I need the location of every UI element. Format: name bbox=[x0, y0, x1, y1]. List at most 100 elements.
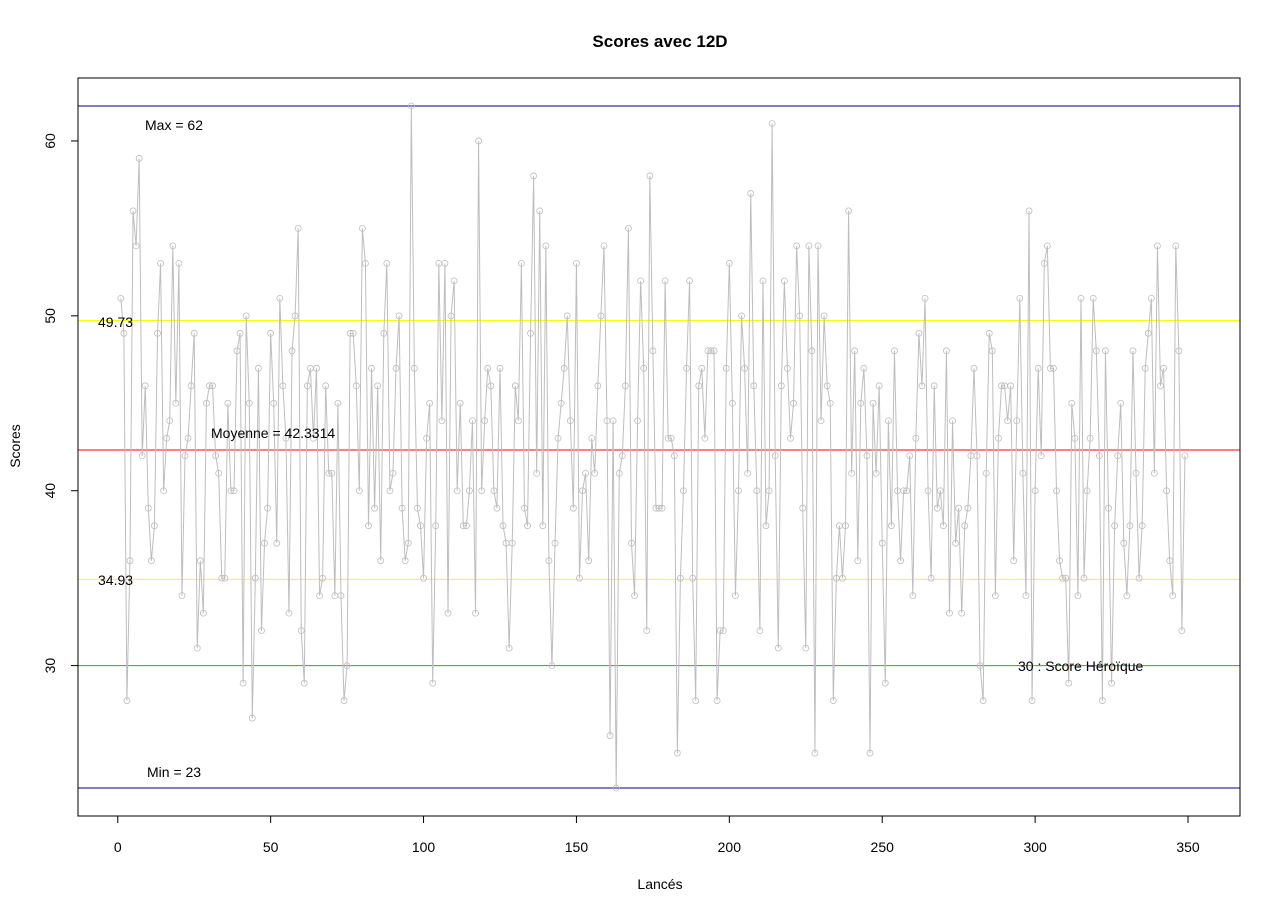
data-point-98 bbox=[414, 504, 421, 512]
data-point-348 bbox=[1178, 627, 1186, 635]
data-point-33 bbox=[215, 469, 223, 477]
data-point-253 bbox=[888, 522, 895, 530]
data-point-294 bbox=[1013, 417, 1021, 425]
data-point-19 bbox=[172, 399, 180, 407]
data-point-20 bbox=[175, 259, 183, 267]
data-point-156 bbox=[591, 469, 599, 477]
data-point-158 bbox=[597, 312, 605, 320]
x-axis-label: Lancés bbox=[637, 876, 682, 892]
data-point-349 bbox=[1181, 452, 1189, 460]
data-point-147 bbox=[563, 312, 571, 320]
data-point-312 bbox=[1068, 399, 1076, 407]
data-point-29 bbox=[203, 399, 210, 407]
data-point-133 bbox=[521, 504, 528, 512]
data-point-72 bbox=[334, 399, 342, 407]
data-point-223 bbox=[796, 312, 804, 320]
data-point-278 bbox=[964, 504, 972, 512]
data-point-104 bbox=[432, 522, 440, 530]
data-point-23 bbox=[184, 434, 192, 442]
data-point-291 bbox=[1004, 417, 1011, 425]
data-point-344 bbox=[1166, 557, 1174, 565]
data-point-177 bbox=[655, 504, 663, 512]
data-point-224 bbox=[799, 504, 807, 512]
data-point-206 bbox=[744, 469, 752, 477]
data-point-321 bbox=[1095, 452, 1103, 460]
data-point-316 bbox=[1080, 574, 1088, 582]
data-point-67 bbox=[319, 574, 327, 582]
data-point-297 bbox=[1022, 592, 1030, 600]
data-point-137 bbox=[533, 469, 541, 477]
data-point-293 bbox=[1010, 557, 1018, 565]
data-point-213 bbox=[765, 487, 773, 495]
data-point-322 bbox=[1098, 697, 1106, 704]
data-point-226 bbox=[805, 242, 813, 250]
data-point-196 bbox=[713, 697, 721, 704]
data-point-41 bbox=[239, 679, 247, 687]
data-point-341 bbox=[1157, 382, 1164, 390]
data-point-266 bbox=[927, 574, 935, 582]
data-point-58 bbox=[291, 312, 299, 320]
x-tick-label-150: 150 bbox=[565, 839, 589, 855]
data-point-232 bbox=[823, 382, 831, 390]
data-point-284 bbox=[982, 469, 990, 477]
data-point-154 bbox=[585, 557, 593, 565]
data-point-25 bbox=[190, 329, 198, 337]
data-point-315 bbox=[1077, 294, 1085, 302]
data-point-335 bbox=[1138, 522, 1146, 530]
data-point-90 bbox=[389, 469, 397, 477]
data-point-210 bbox=[756, 627, 764, 635]
data-point-146 bbox=[560, 364, 568, 372]
series-line bbox=[120, 105, 1186, 789]
data-point-5 bbox=[129, 207, 137, 215]
data-point-64 bbox=[310, 434, 317, 442]
data-point-73 bbox=[337, 592, 345, 600]
series-points-group bbox=[117, 102, 1189, 792]
data-point-3 bbox=[123, 697, 131, 704]
data-point-201 bbox=[728, 399, 736, 407]
data-point-216 bbox=[774, 644, 782, 652]
data-point-189 bbox=[692, 697, 700, 704]
data-point-112 bbox=[456, 399, 464, 407]
data-point-182 bbox=[670, 452, 678, 460]
data-point-241 bbox=[851, 347, 859, 355]
data-point-313 bbox=[1071, 434, 1079, 442]
data-point-227 bbox=[808, 347, 816, 355]
data-point-271 bbox=[943, 347, 950, 355]
data-point-244 bbox=[860, 364, 868, 372]
data-point-343 bbox=[1163, 487, 1171, 495]
data-point-111 bbox=[453, 487, 461, 495]
data-point-314 bbox=[1074, 592, 1082, 600]
data-point-233 bbox=[826, 399, 834, 407]
data-point-69 bbox=[325, 469, 333, 477]
data-point-140 bbox=[542, 242, 550, 250]
data-point-93 bbox=[398, 504, 406, 512]
data-point-175 bbox=[649, 347, 657, 355]
data-point-75 bbox=[343, 662, 351, 669]
data-point-178 bbox=[658, 504, 666, 512]
data-point-11 bbox=[147, 557, 155, 565]
chart-title: Scores avec 12D bbox=[592, 32, 727, 51]
data-point-306 bbox=[1050, 364, 1057, 372]
data-point-59 bbox=[294, 224, 302, 232]
data-point-275 bbox=[955, 504, 963, 512]
data-point-45 bbox=[251, 574, 259, 582]
data-point-138 bbox=[536, 207, 544, 215]
data-point-336 bbox=[1141, 364, 1149, 372]
data-point-167 bbox=[625, 224, 632, 232]
data-point-163 bbox=[612, 784, 620, 792]
data-point-197 bbox=[716, 627, 724, 635]
data-point-215 bbox=[771, 452, 779, 460]
y-tick-label-30: 30 bbox=[42, 658, 58, 674]
data-point-116 bbox=[469, 417, 476, 425]
data-point-77 bbox=[349, 329, 357, 337]
data-point-191 bbox=[698, 364, 706, 372]
data-point-222 bbox=[793, 242, 801, 250]
data-point-51 bbox=[270, 399, 278, 407]
data-point-274 bbox=[952, 539, 960, 547]
data-point-243 bbox=[857, 399, 865, 407]
y-tick-label-40: 40 bbox=[42, 483, 58, 499]
data-point-44 bbox=[248, 714, 256, 722]
x-tick-label-300: 300 bbox=[1023, 839, 1047, 855]
data-point-125 bbox=[496, 364, 504, 372]
data-point-97 bbox=[410, 364, 418, 372]
